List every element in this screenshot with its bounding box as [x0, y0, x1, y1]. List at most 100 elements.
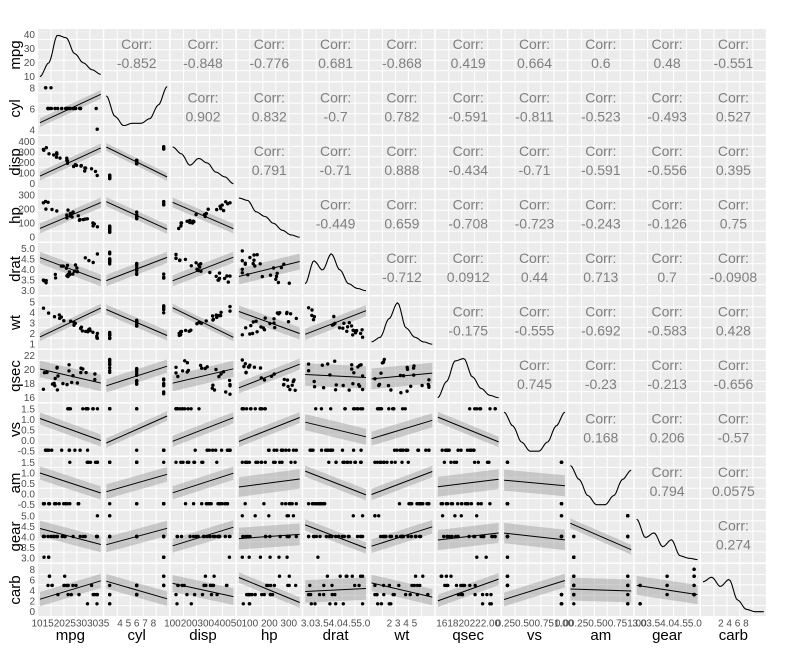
fit-line: [305, 374, 367, 378]
data-point: [174, 371, 178, 375]
data-point: [333, 359, 337, 363]
y-tick-label: 300: [18, 191, 35, 202]
data-point: [135, 267, 139, 271]
row-label-wt: wt: [7, 314, 24, 331]
data-point: [294, 534, 298, 539]
data-point: [65, 382, 69, 387]
panel-vs-hp: [236, 403, 302, 456]
data-point: [219, 372, 223, 376]
panel-carb-carb: [701, 564, 766, 616]
data-point: [272, 583, 277, 588]
panel-cyl-gear: Corr: -0.493: [634, 82, 700, 135]
corr-label: Corr:: [386, 89, 417, 105]
density-curve: [570, 465, 632, 506]
data-point: [692, 583, 696, 588]
data-point: [135, 158, 139, 162]
data-point: [211, 534, 215, 539]
corr-label: Corr:: [519, 143, 550, 159]
panel-drat-vs: Corr: 0.44: [502, 243, 567, 295]
data-point: [351, 514, 355, 518]
data-point: [347, 321, 351, 325]
data-point: [42, 371, 47, 375]
panel-gear-am: [568, 510, 634, 563]
data-point: [480, 602, 485, 606]
data-point: [271, 266, 276, 270]
data-point: [360, 374, 365, 378]
data-point: [279, 265, 284, 270]
data-point: [288, 502, 292, 506]
row-label-mpg: mpg: [7, 40, 24, 69]
data-point: [476, 502, 480, 506]
data-point: [318, 502, 322, 506]
data-point: [559, 460, 564, 464]
panel-vs-gear: Corr: 0.206: [634, 403, 700, 456]
corr-value: 0.44: [521, 269, 548, 285]
data-point: [282, 377, 286, 382]
data-point: [253, 592, 257, 597]
data-point: [306, 369, 311, 373]
data-point: [333, 592, 337, 597]
data-point: [403, 592, 408, 597]
data-point: [135, 210, 139, 214]
data-point: [475, 514, 479, 518]
corr-value: -0.555: [515, 323, 555, 339]
data-point: [174, 365, 178, 369]
data-point: [288, 312, 293, 316]
data-point: [199, 269, 203, 273]
data-point: [293, 388, 297, 392]
data-point: [478, 407, 483, 411]
y-tick-label: -0.5: [18, 500, 36, 511]
data-point: [479, 502, 483, 506]
data-point: [456, 592, 461, 597]
data-point: [206, 207, 210, 211]
y-tick-label: 2: [29, 329, 35, 340]
panel-hp-wt: Corr: 0.659: [369, 189, 435, 242]
data-point: [249, 407, 253, 411]
data-point: [406, 460, 410, 464]
data-point: [626, 583, 630, 588]
panel-vs-vs: [502, 403, 567, 456]
data-point: [46, 534, 50, 539]
data-point: [108, 225, 112, 229]
data-point: [175, 534, 179, 539]
data-point: [227, 555, 232, 559]
data-point: [286, 583, 290, 588]
data-point: [41, 201, 46, 205]
data-point: [341, 602, 345, 606]
data-point: [162, 382, 166, 386]
data-point: [262, 592, 266, 597]
corr-value: 0.419: [451, 55, 486, 71]
data-point: [269, 583, 273, 588]
density-curve: [702, 576, 764, 613]
row-label-vs: vs: [7, 422, 24, 437]
panel-background: [236, 136, 302, 188]
y-tick-label: 5: [29, 298, 35, 309]
col-label-disp: disp: [189, 627, 217, 644]
data-point: [347, 388, 351, 392]
data-point: [88, 328, 92, 333]
row-label-cyl: cyl: [7, 99, 24, 117]
corr-value: 0.794: [650, 483, 685, 499]
data-point: [68, 460, 72, 464]
data-point: [65, 583, 69, 588]
panel-background: [634, 403, 700, 456]
data-point: [290, 383, 294, 387]
panel-background: [236, 29, 302, 81]
panel-carb-drat: [303, 564, 368, 616]
panel-qsec-am: Corr: -0.23: [568, 350, 634, 402]
data-point: [91, 330, 95, 334]
corr-label: Corr:: [386, 196, 417, 212]
data-point: [489, 602, 493, 606]
data-point: [382, 357, 386, 362]
panel-mpg-am: Corr: 0.6: [568, 29, 634, 81]
data-point: [203, 574, 208, 578]
panel-background: [502, 189, 567, 242]
corr-label: Corr:: [519, 357, 550, 373]
col-label-wt: wt: [393, 627, 410, 644]
row-label-drat: drat: [7, 255, 24, 282]
data-point: [192, 592, 197, 597]
data-point: [252, 253, 256, 257]
data-point: [351, 382, 355, 386]
fit-line: [172, 417, 234, 442]
corr-value: 0.527: [716, 109, 751, 125]
